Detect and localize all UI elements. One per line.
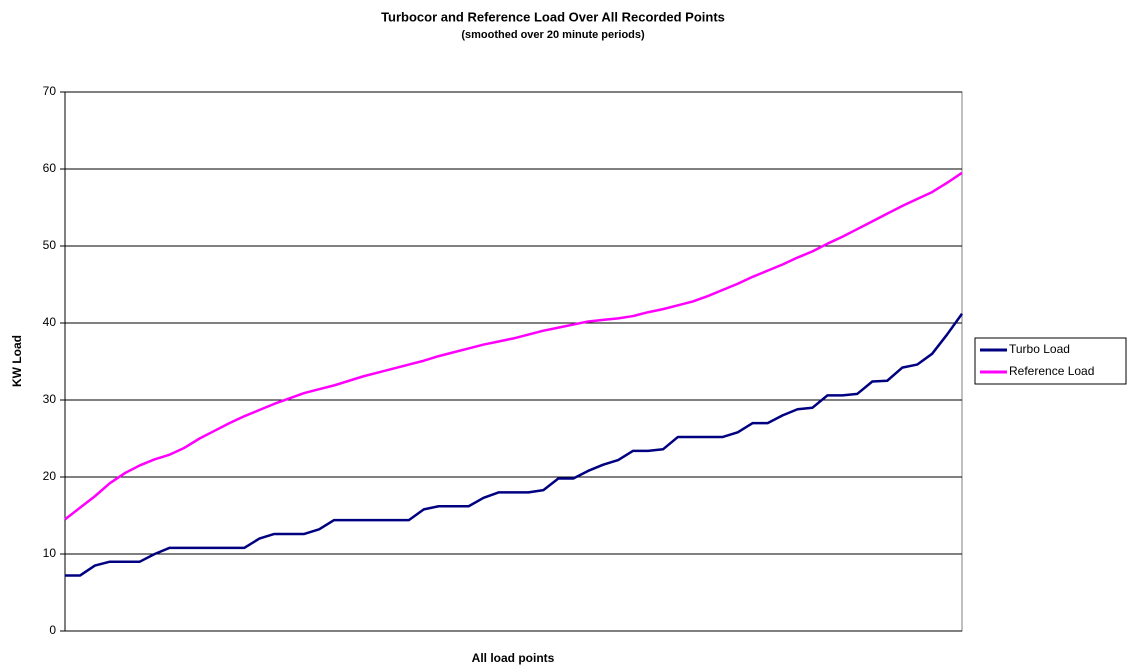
y-tick-label: 60 bbox=[43, 161, 57, 175]
chart-title: Turbocor and Reference Load Over All Rec… bbox=[381, 9, 725, 24]
y-tick-label: 70 bbox=[43, 84, 57, 98]
y-tick-label: 50 bbox=[43, 238, 57, 252]
y-tick-label: 10 bbox=[43, 546, 57, 560]
series-line bbox=[64, 171, 963, 521]
legend-box bbox=[974, 337, 1127, 385]
y-tick-label: 40 bbox=[43, 315, 57, 329]
legend-label: Reference Load bbox=[1009, 364, 1094, 378]
series-line bbox=[65, 313, 964, 577]
y-tick-label: 0 bbox=[49, 623, 56, 637]
y-tick-label: 20 bbox=[43, 469, 57, 483]
legend-label: Turbo Load bbox=[1009, 342, 1070, 356]
plot-area bbox=[64, 91, 963, 632]
y-tick-label: 30 bbox=[43, 392, 57, 406]
x-axis-label: All load points bbox=[472, 651, 555, 665]
y-axis-label: KW Load bbox=[10, 335, 24, 387]
chart-subtitle: (smoothed over 20 minute periods) bbox=[461, 29, 645, 41]
